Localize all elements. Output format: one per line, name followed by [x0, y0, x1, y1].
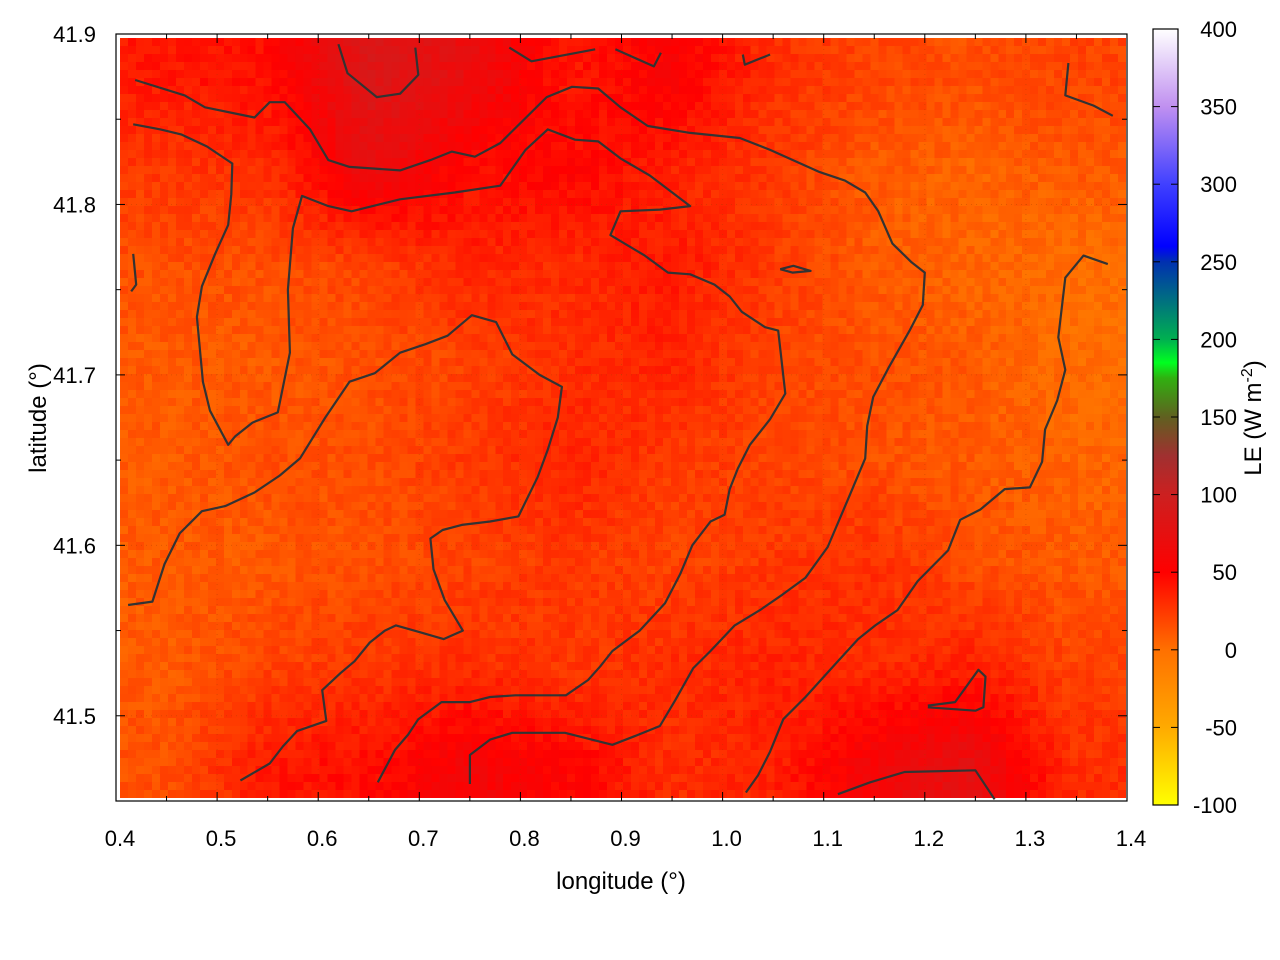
contour-line — [337, 43, 420, 99]
heatmap-field — [120, 38, 1126, 798]
x-tick-label: 1.0 — [711, 826, 742, 851]
axis-ticks — [115, 33, 1128, 801]
x-tick-labels: 0.4 0.5 0.6 0.7 0.8 0.9 1.0 1.1 1.2 1.3 1.4 — [105, 826, 1147, 851]
y-axis-label: latitude (°) — [25, 363, 52, 473]
colorbar-tick-label: 0 — [1225, 638, 1237, 663]
contour-line — [1064, 62, 1114, 117]
colorbar-label-sup: -2 — [1239, 368, 1256, 382]
contour-line — [779, 264, 812, 274]
x-tick-label: 0.9 — [610, 826, 641, 851]
y-tick-label: 41.7 — [53, 363, 96, 388]
x-tick-label: 1.2 — [914, 826, 945, 851]
x-tick-label: 0.8 — [509, 826, 540, 851]
colorbar-tick-label: 200 — [1200, 327, 1237, 352]
x-tick-label: 0.5 — [206, 826, 237, 851]
contour-line — [927, 668, 987, 712]
x-tick-label: 0.6 — [307, 826, 338, 851]
colorbar-ticks — [1153, 28, 1178, 806]
x-tick-label: 1.3 — [1015, 826, 1046, 851]
colorbar-tick-label: -50 — [1205, 715, 1237, 740]
colorbar-tick-label: 50 — [1213, 560, 1237, 585]
x-tick-label: 1.4 — [1116, 826, 1147, 851]
y-tick-label: 41.9 — [53, 22, 96, 47]
y-tick-label: 41.5 — [53, 704, 96, 729]
contour-line — [132, 123, 787, 783]
grid-lines — [116, 34, 1127, 801]
colorbar-tick-label: 100 — [1200, 483, 1237, 508]
contour-lines — [127, 43, 1114, 800]
contour-line — [741, 53, 771, 66]
colorbar-label: LE (W m-2) — [1239, 360, 1267, 476]
contour-line — [837, 769, 996, 800]
x-tick-label: 0.7 — [408, 826, 439, 851]
colorbar-tick-labels: -100 -50 0 50 100 150 200 250 300 350 400 — [1193, 17, 1237, 818]
contour-line — [508, 46, 596, 63]
y-tick-labels: 41.5 41.6 41.7 41.8 41.9 — [53, 22, 96, 729]
y-tick-label: 41.8 — [53, 192, 96, 217]
contour-line — [614, 48, 662, 68]
colorbar-tick-label: 350 — [1200, 95, 1237, 120]
contour-line — [127, 314, 564, 782]
contour-line — [134, 78, 926, 784]
colorbar-tick-label: -100 — [1193, 793, 1237, 818]
colorbar-tick-label: 250 — [1200, 250, 1237, 275]
contour-line — [130, 253, 138, 293]
colorbar-tick-label: 150 — [1200, 405, 1237, 430]
x-tick-label: 0.4 — [105, 826, 136, 851]
colorbar-label-main: LE (W m — [1240, 382, 1267, 475]
x-tick-label: 1.1 — [812, 826, 843, 851]
x-axis-label: longitude (°) — [556, 868, 686, 895]
y-tick-label: 41.6 — [53, 533, 96, 558]
colorbar-tick-label: 300 — [1200, 172, 1237, 197]
contour-line — [745, 254, 1109, 794]
colorbar-tick-label: 400 — [1200, 17, 1237, 42]
colorbar-label-close: ) — [1240, 360, 1267, 368]
